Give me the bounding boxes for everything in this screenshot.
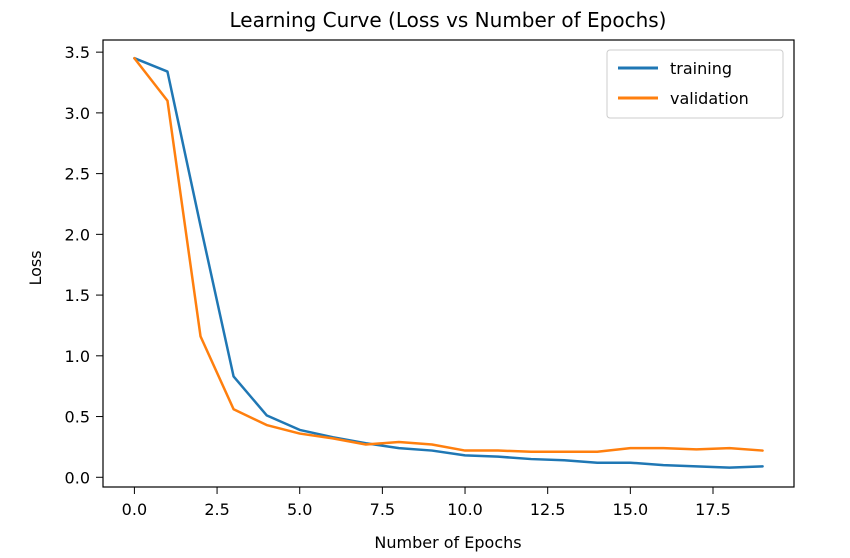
y-tick-label: 1.5: [65, 286, 90, 305]
x-tick-label: 10.0: [447, 500, 483, 519]
training-series-line: [133, 56, 764, 469]
y-tick-label: 3.5: [65, 43, 90, 62]
legend-label-training: training: [670, 59, 732, 78]
legend: training validation: [606, 49, 784, 119]
y-tick-label: 2.5: [65, 165, 90, 184]
x-tick-label: 7.5: [370, 500, 395, 519]
legend-label-validation: validation: [670, 89, 749, 108]
x-tick-label: 2.5: [204, 500, 229, 519]
validation-series-line: [133, 56, 764, 454]
x-tick-label: 17.5: [695, 500, 731, 519]
y-axis-title: Loss: [26, 250, 45, 285]
y-tick-label: 0.5: [65, 408, 90, 427]
y-tick-label: 1.0: [65, 347, 90, 366]
x-tick-label: 5.0: [287, 500, 312, 519]
y-axis: 0.0 0.5 1.0 1.5 2.0 2.5 3.0 3.5: [65, 43, 103, 487]
x-axis-title: Number of Epochs: [374, 533, 521, 552]
x-axis: 0.0 2.5 5.0 7.5 10.0 12.5 15.0 17.5: [122, 487, 731, 519]
series-layer: [133, 56, 764, 469]
x-tick-label: 15.0: [613, 500, 649, 519]
y-tick-label: 0.0: [65, 468, 90, 487]
x-tick-label: 0.0: [122, 500, 147, 519]
y-tick-label: 3.0: [65, 104, 90, 123]
y-tick-label: 2.0: [65, 225, 90, 244]
x-tick-label: 12.5: [530, 500, 566, 519]
chart-title: Learning Curve (Loss vs Number of Epochs…: [230, 8, 667, 32]
